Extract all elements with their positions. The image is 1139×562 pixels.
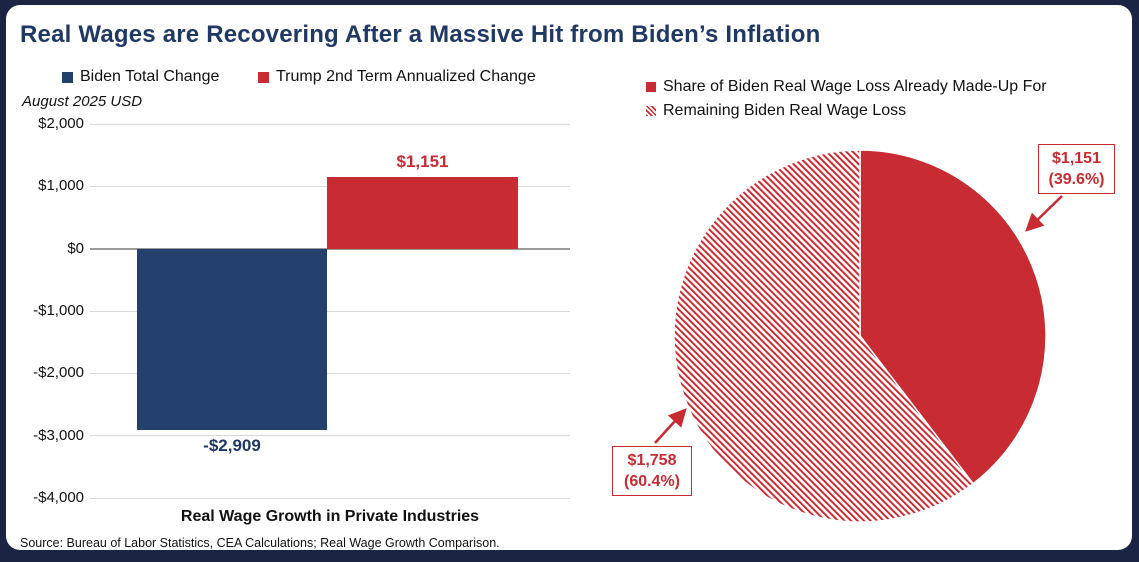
legend-item-share-made-up: Share of Biden Real Wage Loss Already Ma… xyxy=(646,78,1047,96)
source-note: Source: Bureau of Labor Statistics, CEA … xyxy=(20,536,500,550)
legend-label: Biden Total Change xyxy=(80,68,220,85)
legend-item-remaining-loss: Remaining Biden Real Wage Loss xyxy=(646,102,906,120)
pie-slice-solid xyxy=(859,149,1047,485)
legend-label: Trump 2nd Term Annualized Change xyxy=(276,68,536,85)
callout-value: $1,151 xyxy=(1052,150,1101,167)
legend-item-trump-annualized-change: Trump 2nd Term Annualized Change xyxy=(258,68,536,86)
y-axis-tick-label: $1,000 xyxy=(38,177,84,195)
legend-swatch-solid-red-icon xyxy=(646,82,656,92)
legend-label: Share of Biden Real Wage Loss Already Ma… xyxy=(663,78,1047,95)
callout-value: $1,758 xyxy=(627,452,677,469)
gridline xyxy=(90,123,570,125)
pie-chart-svg xyxy=(673,149,1047,523)
bar-value-label-biden: -$2,909 xyxy=(203,435,261,455)
callout-percent: (39.6%) xyxy=(1048,171,1105,188)
gridline xyxy=(90,435,570,437)
bar-value-label-trump: $1,151 xyxy=(396,151,449,171)
legend-swatch-navy-icon xyxy=(62,71,73,83)
y-axis-tick-label: -$3,000 xyxy=(33,426,84,444)
y-axis-tick-label: -$1,000 xyxy=(33,302,84,319)
y-axis-tick-label: -$2,000 xyxy=(33,364,84,382)
y-axis-tick-label: $2,000 xyxy=(38,115,84,132)
pie-slice-hatched xyxy=(673,149,975,523)
pie-callout-made-up: $1,151 (39.6%) xyxy=(1038,144,1115,194)
chart-title: Real Wages are Recovering After a Massiv… xyxy=(20,21,821,48)
legend-swatch-red-icon xyxy=(258,71,269,83)
legend-label: Remaining Biden Real Wage Loss xyxy=(663,102,907,119)
y-axis-tick-label: -$4,000 xyxy=(33,489,84,506)
gridline xyxy=(90,372,570,374)
gridline xyxy=(90,497,570,499)
gridline xyxy=(90,310,570,312)
bar-positive xyxy=(327,176,518,249)
pie-callout-remaining: $1,758 (60.4%) xyxy=(612,446,692,496)
pie-chart xyxy=(673,149,1047,523)
legend-item-biden-total-change: Biden Total Change xyxy=(62,68,219,86)
axis-unit-note: August 2025 USD xyxy=(22,93,143,110)
bar-chart-axis-title: Real Wage Growth in Private Industries xyxy=(180,508,480,525)
legend-swatch-hatched-red-icon xyxy=(646,106,656,116)
callout-percent: (60.4%) xyxy=(623,473,681,490)
gridline xyxy=(90,247,570,250)
bar-negative xyxy=(137,248,327,430)
y-axis-tick-label: $0 xyxy=(67,239,84,257)
